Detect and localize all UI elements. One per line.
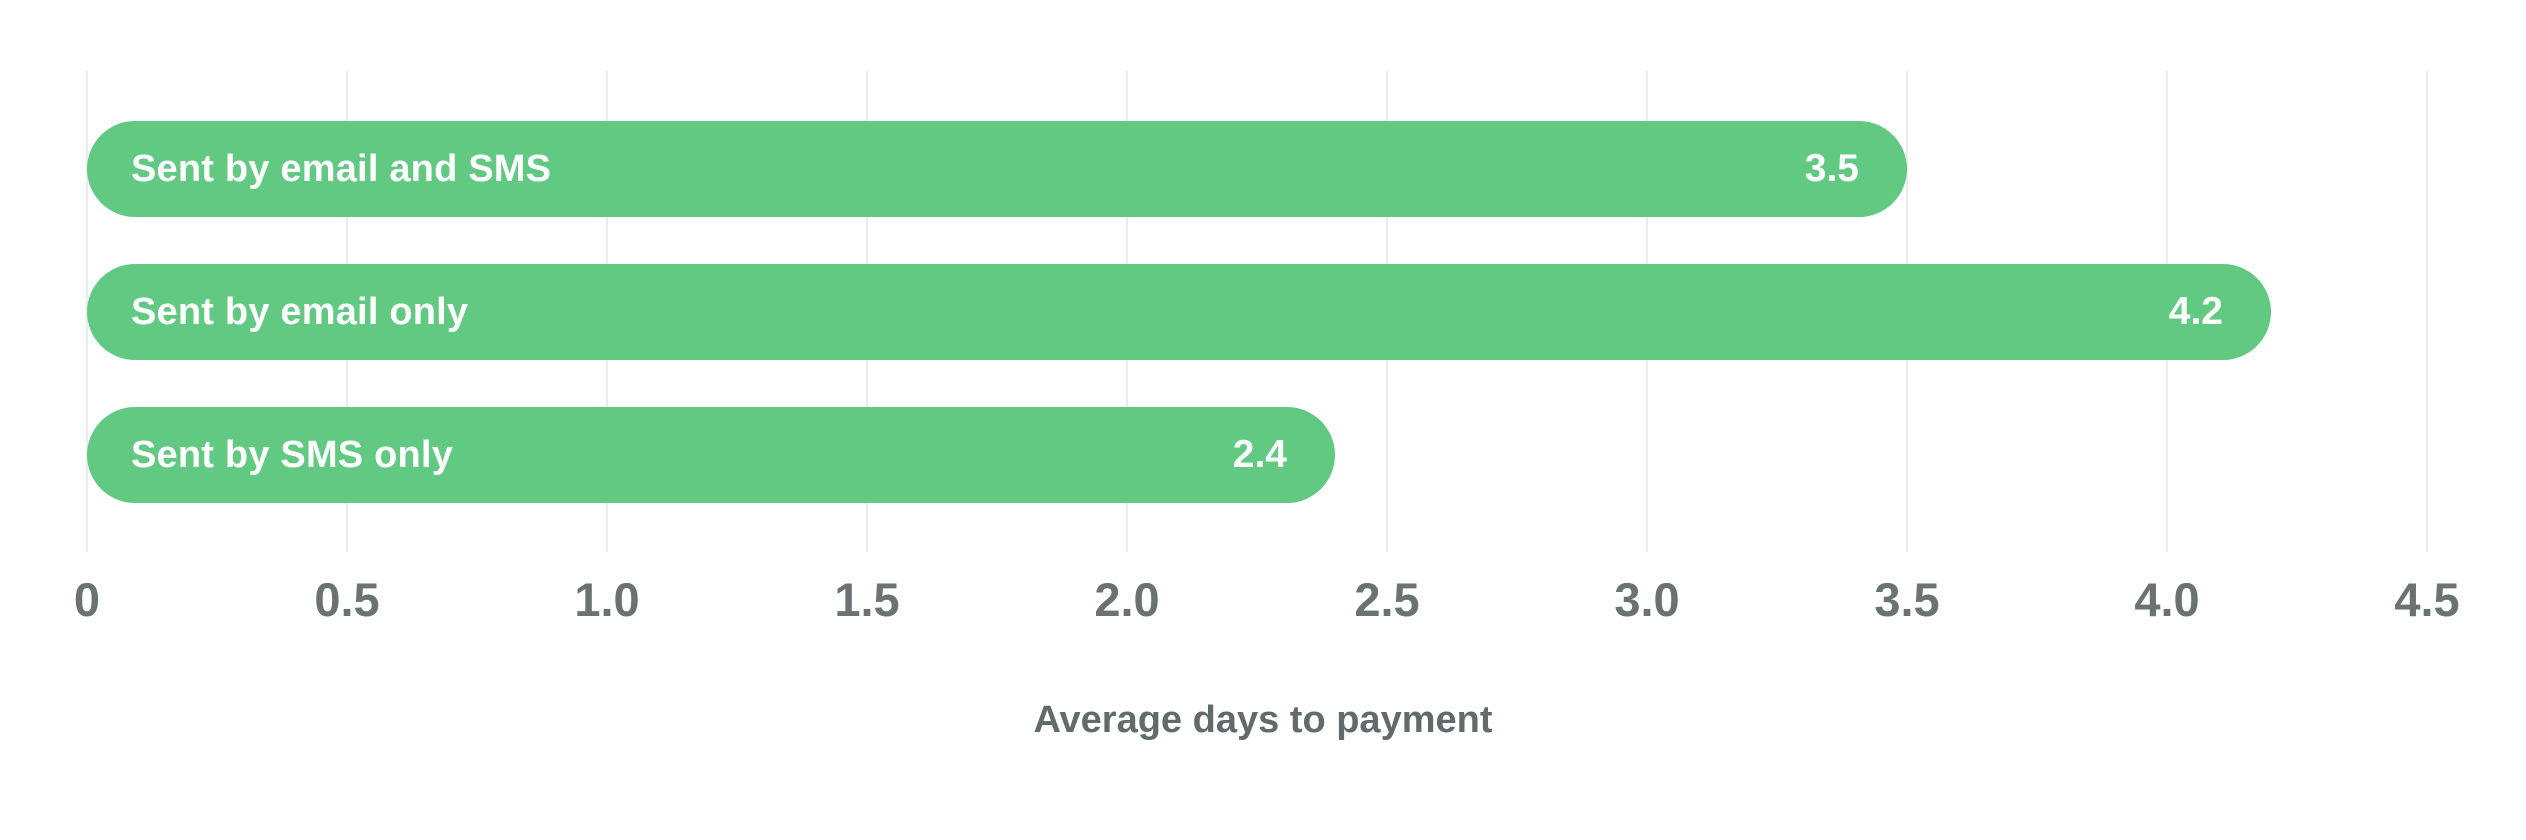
x-tick-label: 3.0	[1614, 573, 1680, 626]
x-axis-title: Average days to payment	[1033, 699, 1493, 741]
x-tick-label: 3.5	[1874, 573, 1940, 626]
bar-value-label: 3.5	[1804, 147, 1859, 190]
x-tick-label: 2.0	[1094, 573, 1160, 626]
bar-sent-by-sms-only: Sent by SMS only 2.4	[87, 407, 1335, 503]
x-tick-label: 4.5	[2394, 573, 2460, 626]
bar-category-label: Sent by email and SMS	[131, 147, 552, 190]
bar-category-label: Sent by email only	[131, 290, 469, 333]
plot-area: Sent by email and SMS 3.5 Sent by email …	[86, 71, 2428, 552]
x-tick-label: 1.5	[834, 573, 900, 626]
bar-sent-by-email-only: Sent by email only 4.2	[87, 264, 2271, 360]
bar-sent-by-email-and-sms: Sent by email and SMS 3.5	[87, 121, 1907, 217]
bar-category-label: Sent by SMS only	[131, 433, 454, 476]
bar-value-label: 2.4	[1232, 433, 1287, 476]
x-tick-label: 0	[73, 573, 101, 626]
x-tick-label: 1.0	[574, 573, 640, 626]
bar-value-label: 4.2	[2168, 290, 2223, 333]
gridline-4-5	[2426, 71, 2428, 552]
x-tick-label: 4.0	[2134, 573, 2200, 626]
x-axis: 0 0.5 1.0 1.5 2.0 2.5 3.0 3.5 4.0 4.5	[74, 573, 2460, 626]
x-tick-label: 0.5	[314, 573, 380, 626]
x-tick-label: 2.5	[1354, 573, 1420, 626]
